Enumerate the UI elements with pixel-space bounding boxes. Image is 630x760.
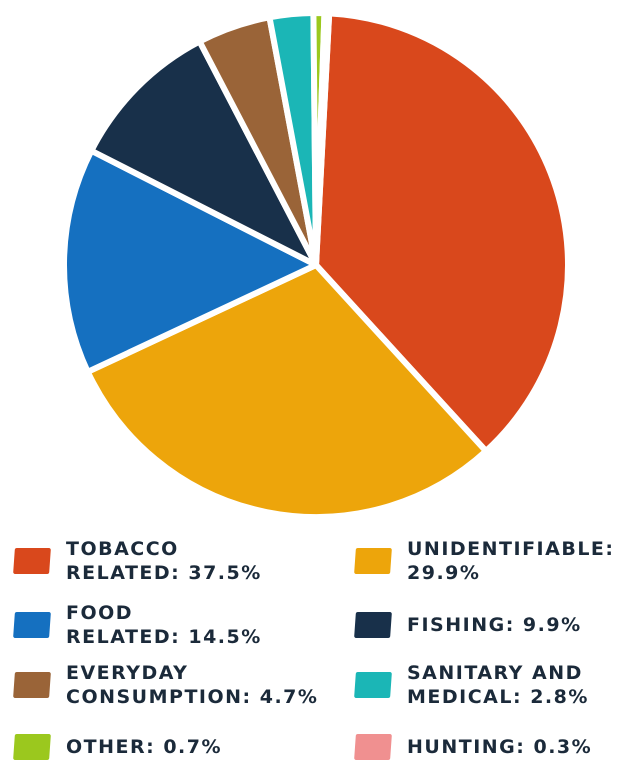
legend-swatch (13, 734, 51, 760)
legend-item: TOBACCO RELATED: 37.5% (13, 537, 262, 585)
legend-item: UNIDENTIFIABLE: 29.9% (354, 537, 615, 585)
pie-slice (313, 10, 571, 455)
legend-label: FOOD RELATED: 14.5% (66, 602, 262, 648)
legend-swatch (354, 672, 392, 698)
pie-slice (88, 38, 319, 268)
legend-swatch (354, 734, 392, 760)
legend-swatch (13, 612, 51, 638)
legend-item: EVERYDAY CONSUMPTION: 4.7% (13, 661, 319, 709)
legend-swatch (354, 548, 392, 574)
legend-label: HUNTING: 0.3% (407, 736, 593, 758)
legend-item: OTHER: 0.7% (13, 734, 223, 760)
pie-slice (61, 147, 319, 375)
legend-label: SANITARY AND MEDICAL: 2.8% (407, 662, 589, 708)
legend-item: SANITARY AND MEDICAL: 2.8% (354, 661, 589, 709)
legend-item: HUNTING: 0.3% (354, 734, 593, 760)
legend-item: FISHING: 9.9% (354, 612, 582, 638)
legend-label: UNIDENTIFIABLE: 29.9% (407, 538, 615, 584)
legend-label: EVERYDAY CONSUMPTION: 4.7% (66, 662, 319, 708)
legend-item: FOOD RELATED: 14.5% (13, 601, 262, 649)
legend-swatch (13, 548, 51, 574)
legend-label: FISHING: 9.9% (407, 614, 582, 636)
legend-label: OTHER: 0.7% (66, 736, 223, 758)
legend-swatch (13, 672, 51, 698)
pie-slice (313, 10, 333, 268)
legend-label: TOBACCO RELATED: 37.5% (66, 538, 262, 584)
pie-chart (61, 10, 571, 517)
legend-swatch (354, 612, 392, 638)
